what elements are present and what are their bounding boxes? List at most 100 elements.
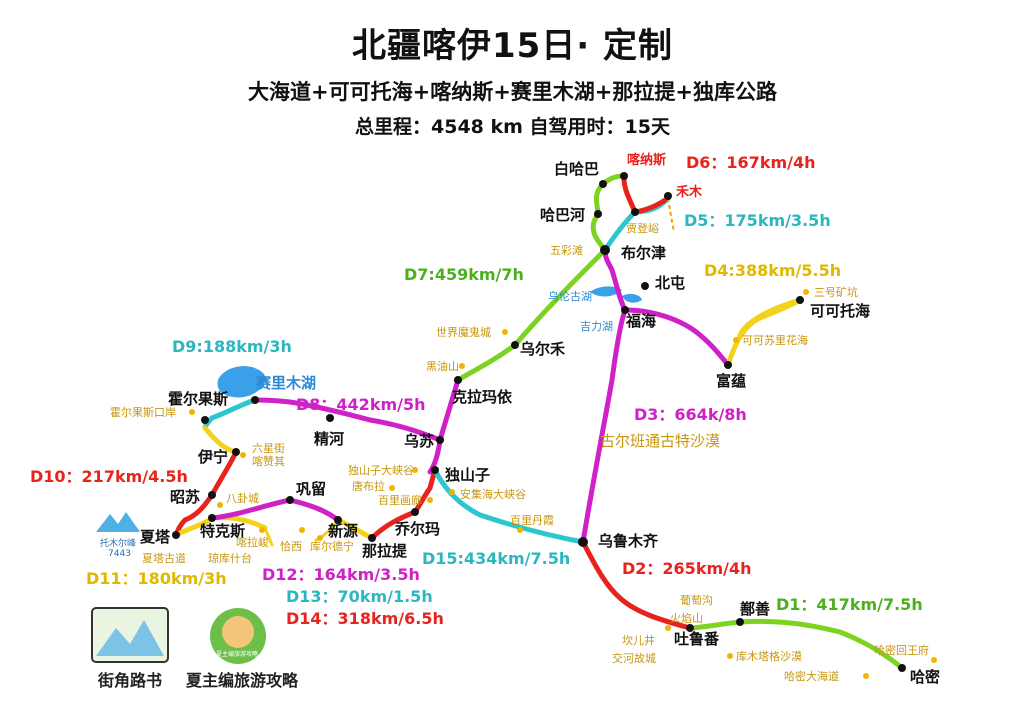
book-mountain bbox=[96, 620, 164, 656]
dot-fuyun bbox=[724, 361, 732, 369]
day-label-d13: D13：70km/1.5h bbox=[286, 587, 433, 606]
poi-dot-hamidahaidao bbox=[863, 673, 869, 679]
sailimu-lake-shape bbox=[217, 366, 266, 398]
label-jiaohe: 交河故城 bbox=[612, 651, 656, 665]
label-hamidahaidao: 哈密大海道 bbox=[784, 669, 839, 683]
label-xiata: 夏塔 bbox=[139, 528, 171, 546]
day-label-d14: D14：318km/6.5h bbox=[286, 609, 444, 628]
route-d10 bbox=[173, 449, 239, 538]
route-d3 bbox=[580, 307, 628, 545]
dot-hemu bbox=[664, 192, 672, 200]
label-huoerguosikouan: 霍尔果斯口岸 bbox=[110, 406, 176, 419]
hemu-connector bbox=[667, 197, 675, 233]
label-kurudeling: 库尔德宁 bbox=[310, 539, 354, 553]
day-label-d3: D3：664k/8h bbox=[634, 405, 747, 424]
route-d4a bbox=[622, 307, 731, 368]
day-label-d8: D8：442km/5h bbox=[296, 395, 426, 414]
label-fuyun: 富蕴 bbox=[716, 372, 746, 390]
label-heiyoushan: 黑油山 bbox=[426, 359, 459, 373]
poi-dot-kumutage bbox=[727, 653, 733, 659]
label-kelamayi: 克拉玛依 bbox=[452, 388, 513, 406]
page-title: 北疆喀伊15日· 定制 bbox=[351, 26, 674, 66]
label-tekesi: 特克斯 bbox=[200, 522, 245, 540]
label-qiaoerma: 乔尔玛 bbox=[394, 520, 440, 538]
wulungu-lake-shape bbox=[590, 286, 622, 297]
dot-jinghe bbox=[326, 414, 334, 422]
jili-lake-shape bbox=[622, 293, 642, 303]
poi-dot-anjihai bbox=[449, 489, 455, 495]
dot-habahe bbox=[594, 210, 602, 218]
label-kanas: 喀纳斯 bbox=[627, 152, 666, 168]
label-dushanzidaxiagu: 独山子大峡谷 bbox=[348, 463, 414, 477]
dot-gongliu bbox=[286, 496, 294, 504]
route-d7 bbox=[455, 247, 608, 383]
label-nalati: 那拉提 bbox=[362, 542, 408, 560]
tomur-peak-badge: 托木尔峰 7443 bbox=[96, 512, 140, 559]
label-wucaitan: 五彩滩 bbox=[550, 243, 583, 257]
label-mogui: 世界魔鬼城 bbox=[436, 325, 491, 339]
poi-dot-kalajun bbox=[259, 527, 265, 533]
label-gongliu: 巩留 bbox=[296, 480, 326, 498]
day-label-d10: D10：217km/4.5h bbox=[30, 467, 188, 486]
route-d1 bbox=[687, 618, 905, 671]
label-kumutage: 库木塔格沙漠 bbox=[736, 649, 802, 663]
dot-shanshan bbox=[736, 618, 744, 626]
label-shanshan: 鄯善 bbox=[740, 600, 770, 618]
label-tomur-height: 7443 bbox=[108, 549, 131, 559]
label-fuhai: 福海 bbox=[625, 312, 656, 330]
label-kanerjing: 坎儿井 bbox=[622, 633, 655, 647]
left-logo-text: 街角路书 bbox=[97, 671, 162, 690]
label-putaogou: 葡萄沟 bbox=[680, 594, 713, 607]
label-wusu: 乌苏 bbox=[404, 432, 434, 450]
poi-dot-liuxingjie bbox=[240, 452, 246, 458]
dot-wusu bbox=[436, 436, 444, 444]
day-label-d12: D12：164km/3.5h bbox=[262, 565, 420, 584]
route-d15 bbox=[432, 467, 586, 545]
poi-dot-huoerguosikouan bbox=[189, 409, 195, 415]
label-sanhao: 三号矿坑 bbox=[814, 285, 858, 299]
dot-sailimu bbox=[251, 396, 259, 404]
poi-dot-bailihuaqiang bbox=[427, 497, 433, 503]
badge-text: 夏主编旅游攻略 bbox=[216, 650, 258, 658]
dot-hami bbox=[898, 664, 906, 672]
dot-dushanzi bbox=[431, 466, 439, 474]
label-tomur: 托木尔峰 bbox=[100, 537, 136, 549]
route-d6 bbox=[621, 175, 638, 215]
dot-nalati bbox=[368, 534, 376, 542]
label-urumqi: 乌鲁木齐 bbox=[598, 532, 659, 550]
label-jiadengyu: 贾登峪 bbox=[626, 221, 659, 235]
label-baihaba: 白哈巴 bbox=[554, 160, 599, 178]
label-baguacheng: 八卦城 bbox=[226, 491, 259, 505]
day-label-d9: D9:188km/3h bbox=[172, 337, 292, 356]
mascot-face bbox=[222, 616, 254, 648]
label-jilihu: 吉力湖 bbox=[580, 320, 613, 333]
poi-dot-mogui bbox=[502, 329, 508, 335]
poi-dot-sanhao bbox=[803, 289, 809, 295]
left-logo: 街角路书 bbox=[91, 607, 169, 690]
label-qiongkushitai: 琼库什台 bbox=[208, 551, 252, 565]
day-label-d1: D1：417km/7.5h bbox=[776, 595, 923, 614]
dot-huoerguosi bbox=[201, 416, 209, 424]
poi-dot-kekesuli bbox=[733, 337, 739, 343]
day-label-d6: D6：167km/4h bbox=[686, 153, 816, 172]
dot-kelamayi bbox=[454, 376, 462, 384]
label-liuxingjie: 六星街喀赞其 bbox=[252, 441, 285, 468]
label-habahe: 哈巴河 bbox=[540, 206, 585, 224]
label-zhaosu: 昭苏 bbox=[170, 488, 200, 506]
dot-keketuohai bbox=[796, 296, 804, 304]
dot-wuerhe bbox=[511, 341, 519, 349]
label-xiatagudao: 夏塔古道 bbox=[142, 551, 186, 565]
trip-stats: 总里程：4548 km 自驾用时：15天 bbox=[355, 116, 670, 138]
label-huoyanshan: 火焰山 bbox=[670, 611, 703, 625]
label-xinyuan: 新源 bbox=[328, 522, 358, 540]
label-dushanzi: 独山子 bbox=[445, 466, 490, 484]
route-beitun bbox=[602, 247, 628, 313]
label-bailihuaqiang: 百里画廊 bbox=[378, 493, 422, 507]
dot-urumqi bbox=[578, 537, 588, 547]
label-kalajun: 喀拉峻 bbox=[236, 535, 269, 549]
dot-jiadengyu bbox=[631, 208, 639, 216]
day-label-d11: D11：180km/3h bbox=[86, 569, 227, 588]
poi-dot-heiyoushan bbox=[459, 363, 465, 369]
dot-fuhai bbox=[621, 306, 629, 314]
